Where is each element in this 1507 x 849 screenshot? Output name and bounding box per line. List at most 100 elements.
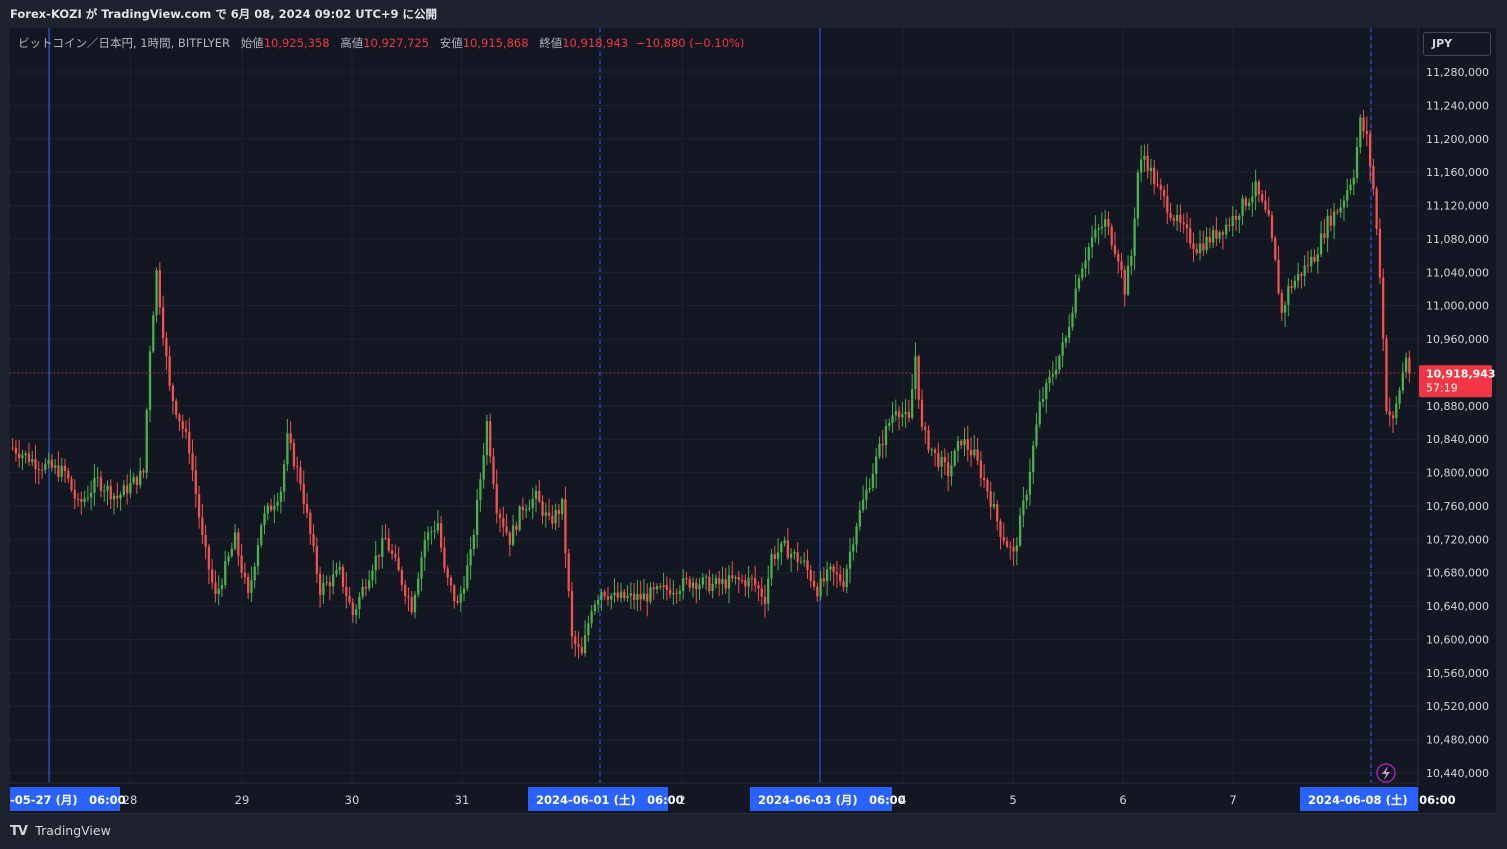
candle-body <box>296 466 299 468</box>
currency-button[interactable]: JPY <box>1423 32 1491 56</box>
candle-body <box>655 586 659 590</box>
candle-body <box>135 476 139 486</box>
candle-body <box>1025 494 1028 501</box>
candle-body <box>479 479 482 500</box>
candle-body <box>678 590 682 594</box>
candle-body <box>1349 184 1352 191</box>
candle-body <box>1139 159 1143 173</box>
candle-body <box>695 582 698 590</box>
y-tick-label: 10,680,000 <box>1426 567 1489 580</box>
candle-body <box>538 490 541 502</box>
symbol-name: ビットコイン／日本円, 1時間, BITFLYER <box>18 36 231 50</box>
candle-body <box>390 550 394 555</box>
candle-body <box>515 525 518 530</box>
candle-body <box>580 646 583 654</box>
candle-body <box>453 585 456 601</box>
candle-body <box>119 494 122 499</box>
currency-label: JPY <box>1432 37 1453 50</box>
candle-body <box>623 591 626 599</box>
candle-body <box>1231 215 1234 227</box>
candle-body <box>629 593 633 596</box>
candle-body <box>492 456 495 485</box>
candle-body <box>1068 327 1071 338</box>
candle-body <box>1372 165 1375 189</box>
candle-body <box>129 482 132 494</box>
candle-body <box>1172 218 1175 221</box>
candle-body <box>286 433 289 465</box>
candle-body <box>610 595 613 600</box>
candle-body <box>505 526 508 533</box>
candle-body <box>1310 256 1313 267</box>
high-value: 10,927,725 <box>363 36 430 50</box>
candle-body <box>783 540 786 544</box>
candle-body <box>466 565 469 589</box>
candle-body <box>1149 167 1153 172</box>
candle-body <box>194 470 197 495</box>
candle-body <box>1215 229 1218 239</box>
candle-body <box>740 579 744 581</box>
candle-body <box>407 596 410 598</box>
price-chart[interactable]: 11,280,000 11,240,000 11,200,000 11,160,000… <box>10 28 1496 814</box>
footer-brand[interactable]: TV TradingView <box>10 818 111 844</box>
candle-body <box>626 595 629 599</box>
candle-body <box>495 484 498 514</box>
candle-body <box>577 644 580 647</box>
candle-body <box>888 423 891 426</box>
y-tick-label: 10,880,000 <box>1426 400 1489 413</box>
candle-body <box>18 453 21 459</box>
candle-body <box>757 585 760 589</box>
candle-body <box>583 635 587 654</box>
candle-body <box>459 593 462 603</box>
candle-body <box>472 535 475 550</box>
candle-body <box>1241 198 1244 216</box>
candle-body <box>1378 228 1382 278</box>
candle-body <box>1100 226 1104 229</box>
y-tick-label: 11,240,000 <box>1426 99 1489 112</box>
candle-body <box>822 578 825 582</box>
low-value: 10,915,868 <box>462 36 529 50</box>
candle-body <box>508 532 511 545</box>
candle-body <box>1261 194 1264 201</box>
candle-body <box>688 579 691 588</box>
candle-body <box>1038 401 1041 425</box>
candle-body <box>1362 117 1365 132</box>
candle-body <box>211 569 214 583</box>
candle-body <box>1355 147 1359 178</box>
candle-body <box>436 523 440 531</box>
candle-body <box>871 474 875 489</box>
candle-body <box>927 430 930 450</box>
candle-body <box>770 554 773 579</box>
candle-body <box>1012 547 1015 552</box>
chart-panel[interactable]: 11,280,000 11,240,000 11,200,000 11,160,000… <box>10 28 1496 814</box>
candle-body <box>328 582 332 587</box>
candle-body <box>315 546 318 574</box>
time-highlight-box <box>10 787 120 811</box>
candle-body <box>587 623 590 636</box>
candle-body <box>616 592 619 598</box>
candle-body <box>1306 265 1310 267</box>
candle-body <box>426 532 430 540</box>
candle-body <box>737 577 740 580</box>
candle-body <box>76 498 80 500</box>
candle-body <box>456 600 459 603</box>
candle-body <box>776 552 780 559</box>
candle-body <box>1339 207 1342 213</box>
candle-body <box>1274 238 1277 260</box>
candle-body <box>930 449 933 451</box>
candle-body <box>982 477 986 481</box>
candle-body <box>34 459 37 469</box>
candle-body <box>721 579 724 584</box>
candles <box>11 109 1411 659</box>
candle-body <box>142 470 145 473</box>
candle-body <box>803 560 806 562</box>
candle-body <box>865 489 868 500</box>
candle-body <box>832 566 835 573</box>
candle-body <box>943 457 947 463</box>
candle-body <box>1153 167 1156 185</box>
candle-body <box>50 460 54 468</box>
candle-body <box>1032 445 1035 472</box>
time-tick-label: 7 <box>1229 793 1236 807</box>
candle-body <box>214 582 217 594</box>
candle-body <box>1283 304 1287 313</box>
candle-body <box>1005 541 1009 547</box>
